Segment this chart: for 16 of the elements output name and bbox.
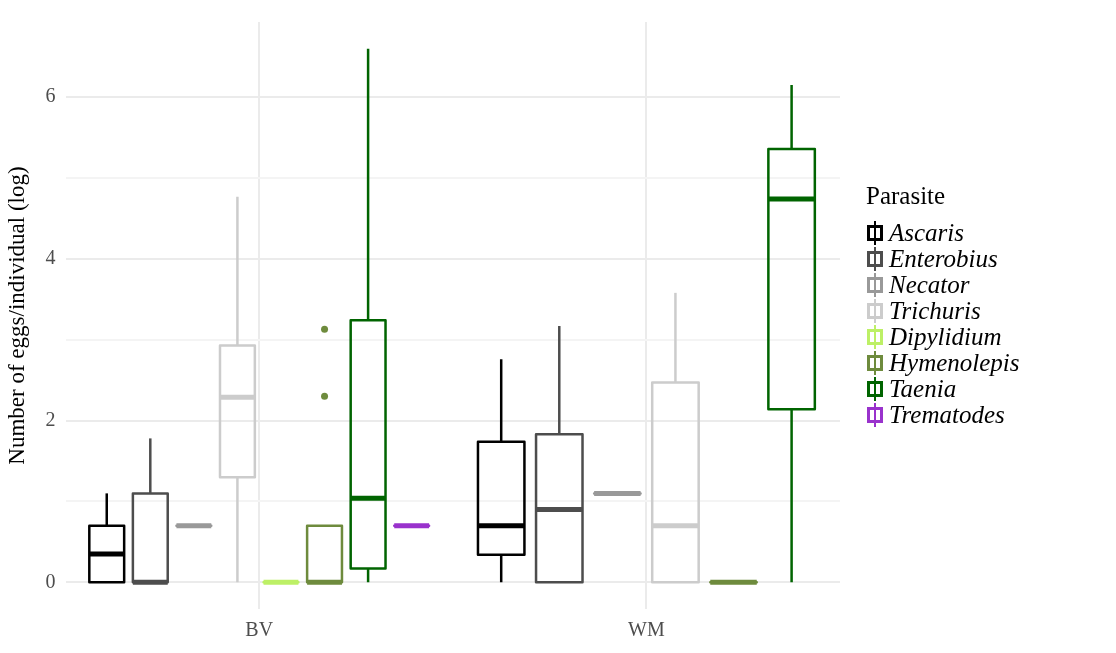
x-tick-label: WM — [628, 618, 665, 641]
legend-label: Enterobius — [889, 245, 998, 273]
x-tick-label: BV — [245, 618, 274, 641]
legend-label: Hymenolepis — [889, 349, 1020, 377]
legend-title: Parasite — [866, 182, 947, 210]
y-tick-label: 6 — [45, 84, 56, 107]
y-tick-label: 4 — [45, 246, 56, 269]
legend-label: Necator — [889, 271, 970, 299]
y-axis-title: Number of eggs/individual (log) — [3, 166, 29, 465]
legend-label: Trichuris — [889, 297, 981, 325]
legend-label: Taenia — [889, 375, 957, 403]
legend-label: Dipylidium — [889, 323, 1002, 351]
y-tick-label: 0 — [45, 569, 56, 592]
legend-label: Ascaris — [889, 219, 964, 247]
y-tick-label: 2 — [45, 407, 56, 430]
legend-label: Trematodes — [889, 401, 1005, 429]
